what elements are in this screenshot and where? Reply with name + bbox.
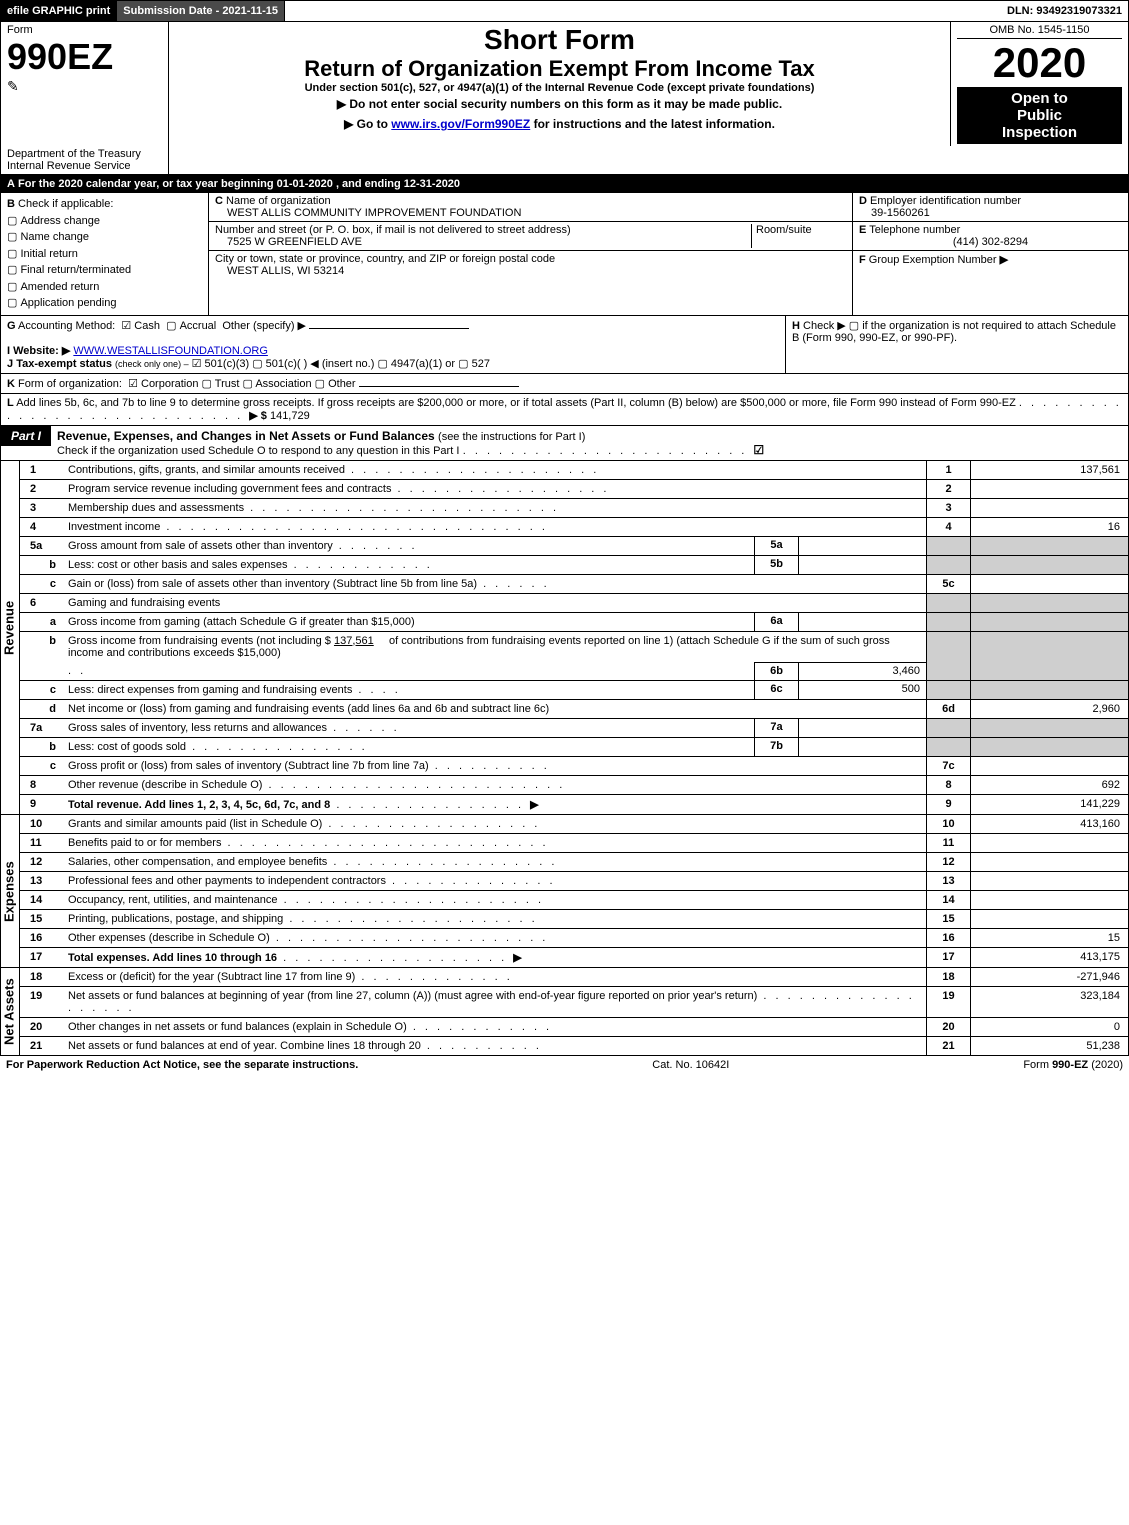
section-gh: G Accounting Method: ☑ Cash ▢ Accrual Ot… [0, 316, 1129, 374]
return-title: Return of Organization Exempt From Incom… [175, 56, 944, 82]
omb-number: OMB No. 1545-1150 [957, 24, 1122, 39]
room-suite-label: Room/suite [756, 224, 812, 236]
city-label: City or town, state or province, country… [215, 253, 555, 265]
section-k-label: K [7, 378, 15, 390]
line-8-amount: 692 [971, 776, 1129, 795]
dept-row: Department of the Treasury Internal Reve… [0, 146, 1129, 175]
line-18-amount: -271,946 [971, 968, 1129, 987]
header-left: Form 990EZ ✎ [1, 22, 169, 146]
goto-line: ▶ Go to www.irs.gov/Form990EZ for instru… [175, 114, 944, 134]
expenses-side-label: Expenses [1, 815, 20, 968]
line-9-amount: 141,229 [971, 795, 1129, 815]
footer-center: Cat. No. 10642I [652, 1059, 729, 1071]
header-right: OMB No. 1545-1150 2020 Open to Public In… [951, 22, 1128, 146]
gross-receipts-value: 141,729 [270, 410, 310, 422]
org-name: WEST ALLIS COMMUNITY IMPROVEMENT FOUNDAT… [215, 207, 521, 219]
submission-date: Submission Date - 2021-11-15 [117, 1, 285, 21]
line-4-amount: 16 [971, 517, 1129, 536]
page-footer: For Paperwork Reduction Act Notice, see … [0, 1056, 1129, 1074]
do-not-enter: ▶ Do not enter social security numbers o… [175, 94, 944, 114]
phone-value: (414) 302-8294 [859, 236, 1122, 248]
line-20-amount: 0 [971, 1018, 1129, 1037]
period-text: For the 2020 calendar year, or tax year … [18, 178, 460, 190]
line-21-amount: 51,238 [971, 1037, 1129, 1056]
line-6b-contrib-amount: 137,561 [334, 635, 374, 647]
section-k: K Form of organization: ☑ Corporation ▢ … [0, 374, 1129, 394]
open-to-public: Open to Public Inspection [957, 87, 1122, 144]
footer-left: For Paperwork Reduction Act Notice, see … [6, 1059, 358, 1071]
city-state-zip: WEST ALLIS, WI 53214 [215, 265, 344, 277]
section-b: B Check if applicable: ▢ Address change … [1, 193, 209, 315]
checkbox-amended-return[interactable]: ▢ [7, 281, 20, 293]
section-l: L Add lines 5b, 6c, and 7b to line 9 to … [0, 394, 1129, 426]
line-19-amount: 323,184 [971, 987, 1129, 1018]
checkbox-accrual[interactable]: ▢ [166, 320, 179, 332]
form-header: Form 990EZ ✎ Short Form Return of Organi… [0, 21, 1129, 146]
top-bar: efile GRAPHIC print Submission Date - 20… [0, 0, 1129, 21]
checkbox-initial-return[interactable]: ▢ [7, 248, 20, 260]
topbar-spacer [285, 1, 1001, 21]
section-c: C Name of organization WEST ALLIS COMMUN… [209, 193, 852, 315]
short-form-title: Short Form [175, 24, 944, 56]
form-of-org-options: ☑ Corporation ▢ Trust ▢ Association ▢ Ot… [128, 378, 356, 390]
goto-link[interactable]: www.irs.gov/Form990EZ [391, 117, 530, 131]
dept-treasury: Department of the Treasury Internal Reve… [1, 146, 169, 174]
section-e-label: E [859, 224, 866, 236]
section-h: H Check ▶ ▢ if the organization is not r… [785, 316, 1128, 373]
tax-exempt-options: ☑ 501(c)(3) ▢ 501(c)( ) ◀ (insert no.) ▢… [192, 358, 490, 370]
street-label: Number and street (or P. O. box, if mail… [215, 224, 571, 236]
line-17-amount: 413,175 [971, 948, 1129, 968]
form-number: 990EZ [7, 36, 162, 78]
schedule-o-checkbox[interactable]: ☑ [753, 443, 764, 457]
netassets-side-label: Net Assets [1, 968, 20, 1056]
line-1-amount: 137,561 [971, 461, 1129, 480]
section-bcdef: B Check if applicable: ▢ Address change … [0, 193, 1129, 316]
checkbox-application-pending[interactable]: ▢ [7, 297, 20, 309]
street-address: 7525 W GREENFIELD AVE [215, 236, 362, 248]
section-l-label: L [7, 397, 14, 409]
period-row: A For the 2020 calendar year, or tax yea… [0, 175, 1129, 193]
under-section: Under section 501(c), 527, or 4947(a)(1)… [175, 82, 944, 94]
line-10-amount: 413,160 [971, 815, 1129, 834]
footer-right: Form 990-EZ (2020) [1023, 1059, 1123, 1071]
checkbox-address-change[interactable]: ▢ [7, 215, 20, 227]
ein-value: 39-1560261 [859, 207, 930, 219]
part-1-table: Revenue 1 Contributions, gifts, grants, … [0, 461, 1129, 1057]
dln-label: DLN: 93492319073321 [1001, 1, 1128, 21]
goto-post: for instructions and the latest informat… [530, 117, 775, 131]
section-i-label: I [7, 345, 10, 357]
line-16-amount: 15 [971, 929, 1129, 948]
section-def: D Employer identification number 39-1560… [852, 193, 1128, 315]
name-of-org-label: Name of organization [226, 195, 331, 207]
section-d-label: D [859, 195, 867, 207]
goto-pre: ▶ Go to [344, 117, 391, 131]
line-6c-amount: 500 [799, 681, 927, 700]
part-1-tab: Part I [1, 426, 51, 446]
header-center: Short Form Return of Organization Exempt… [169, 22, 951, 146]
section-g-label: G [7, 320, 16, 332]
tax-year: 2020 [957, 39, 1122, 87]
section-a-label: A [7, 178, 15, 190]
section-j-label: J [7, 358, 13, 370]
section-h-text: Check ▶ ▢ if the organization is not req… [792, 320, 1116, 344]
revenue-side-label: Revenue [1, 461, 20, 795]
section-h-label: H [792, 320, 800, 332]
part-1-header: Part I Revenue, Expenses, and Changes in… [0, 426, 1129, 461]
form-word: Form [7, 24, 162, 36]
checkbox-cash[interactable]: ☑ [121, 320, 134, 332]
section-g: G Accounting Method: ☑ Cash ▢ Accrual Ot… [1, 316, 785, 373]
check-if-applicable: Check if applicable: [18, 198, 113, 210]
checkbox-name-change[interactable]: ▢ [7, 231, 20, 243]
part-1-title: Revenue, Expenses, and Changes in Net As… [51, 426, 1128, 460]
line-6b-amount: 3,460 [799, 662, 927, 681]
section-b-label: B [7, 198, 15, 210]
line-6d-amount: 2,960 [971, 700, 1129, 719]
checkbox-final-return[interactable]: ▢ [7, 264, 20, 276]
section-f-label: F [859, 254, 866, 266]
section-c-label: C [215, 195, 223, 207]
website-link[interactable]: WWW.WESTALLISFOUNDATION.ORG [73, 345, 268, 357]
efile-label: efile GRAPHIC print [1, 1, 117, 21]
